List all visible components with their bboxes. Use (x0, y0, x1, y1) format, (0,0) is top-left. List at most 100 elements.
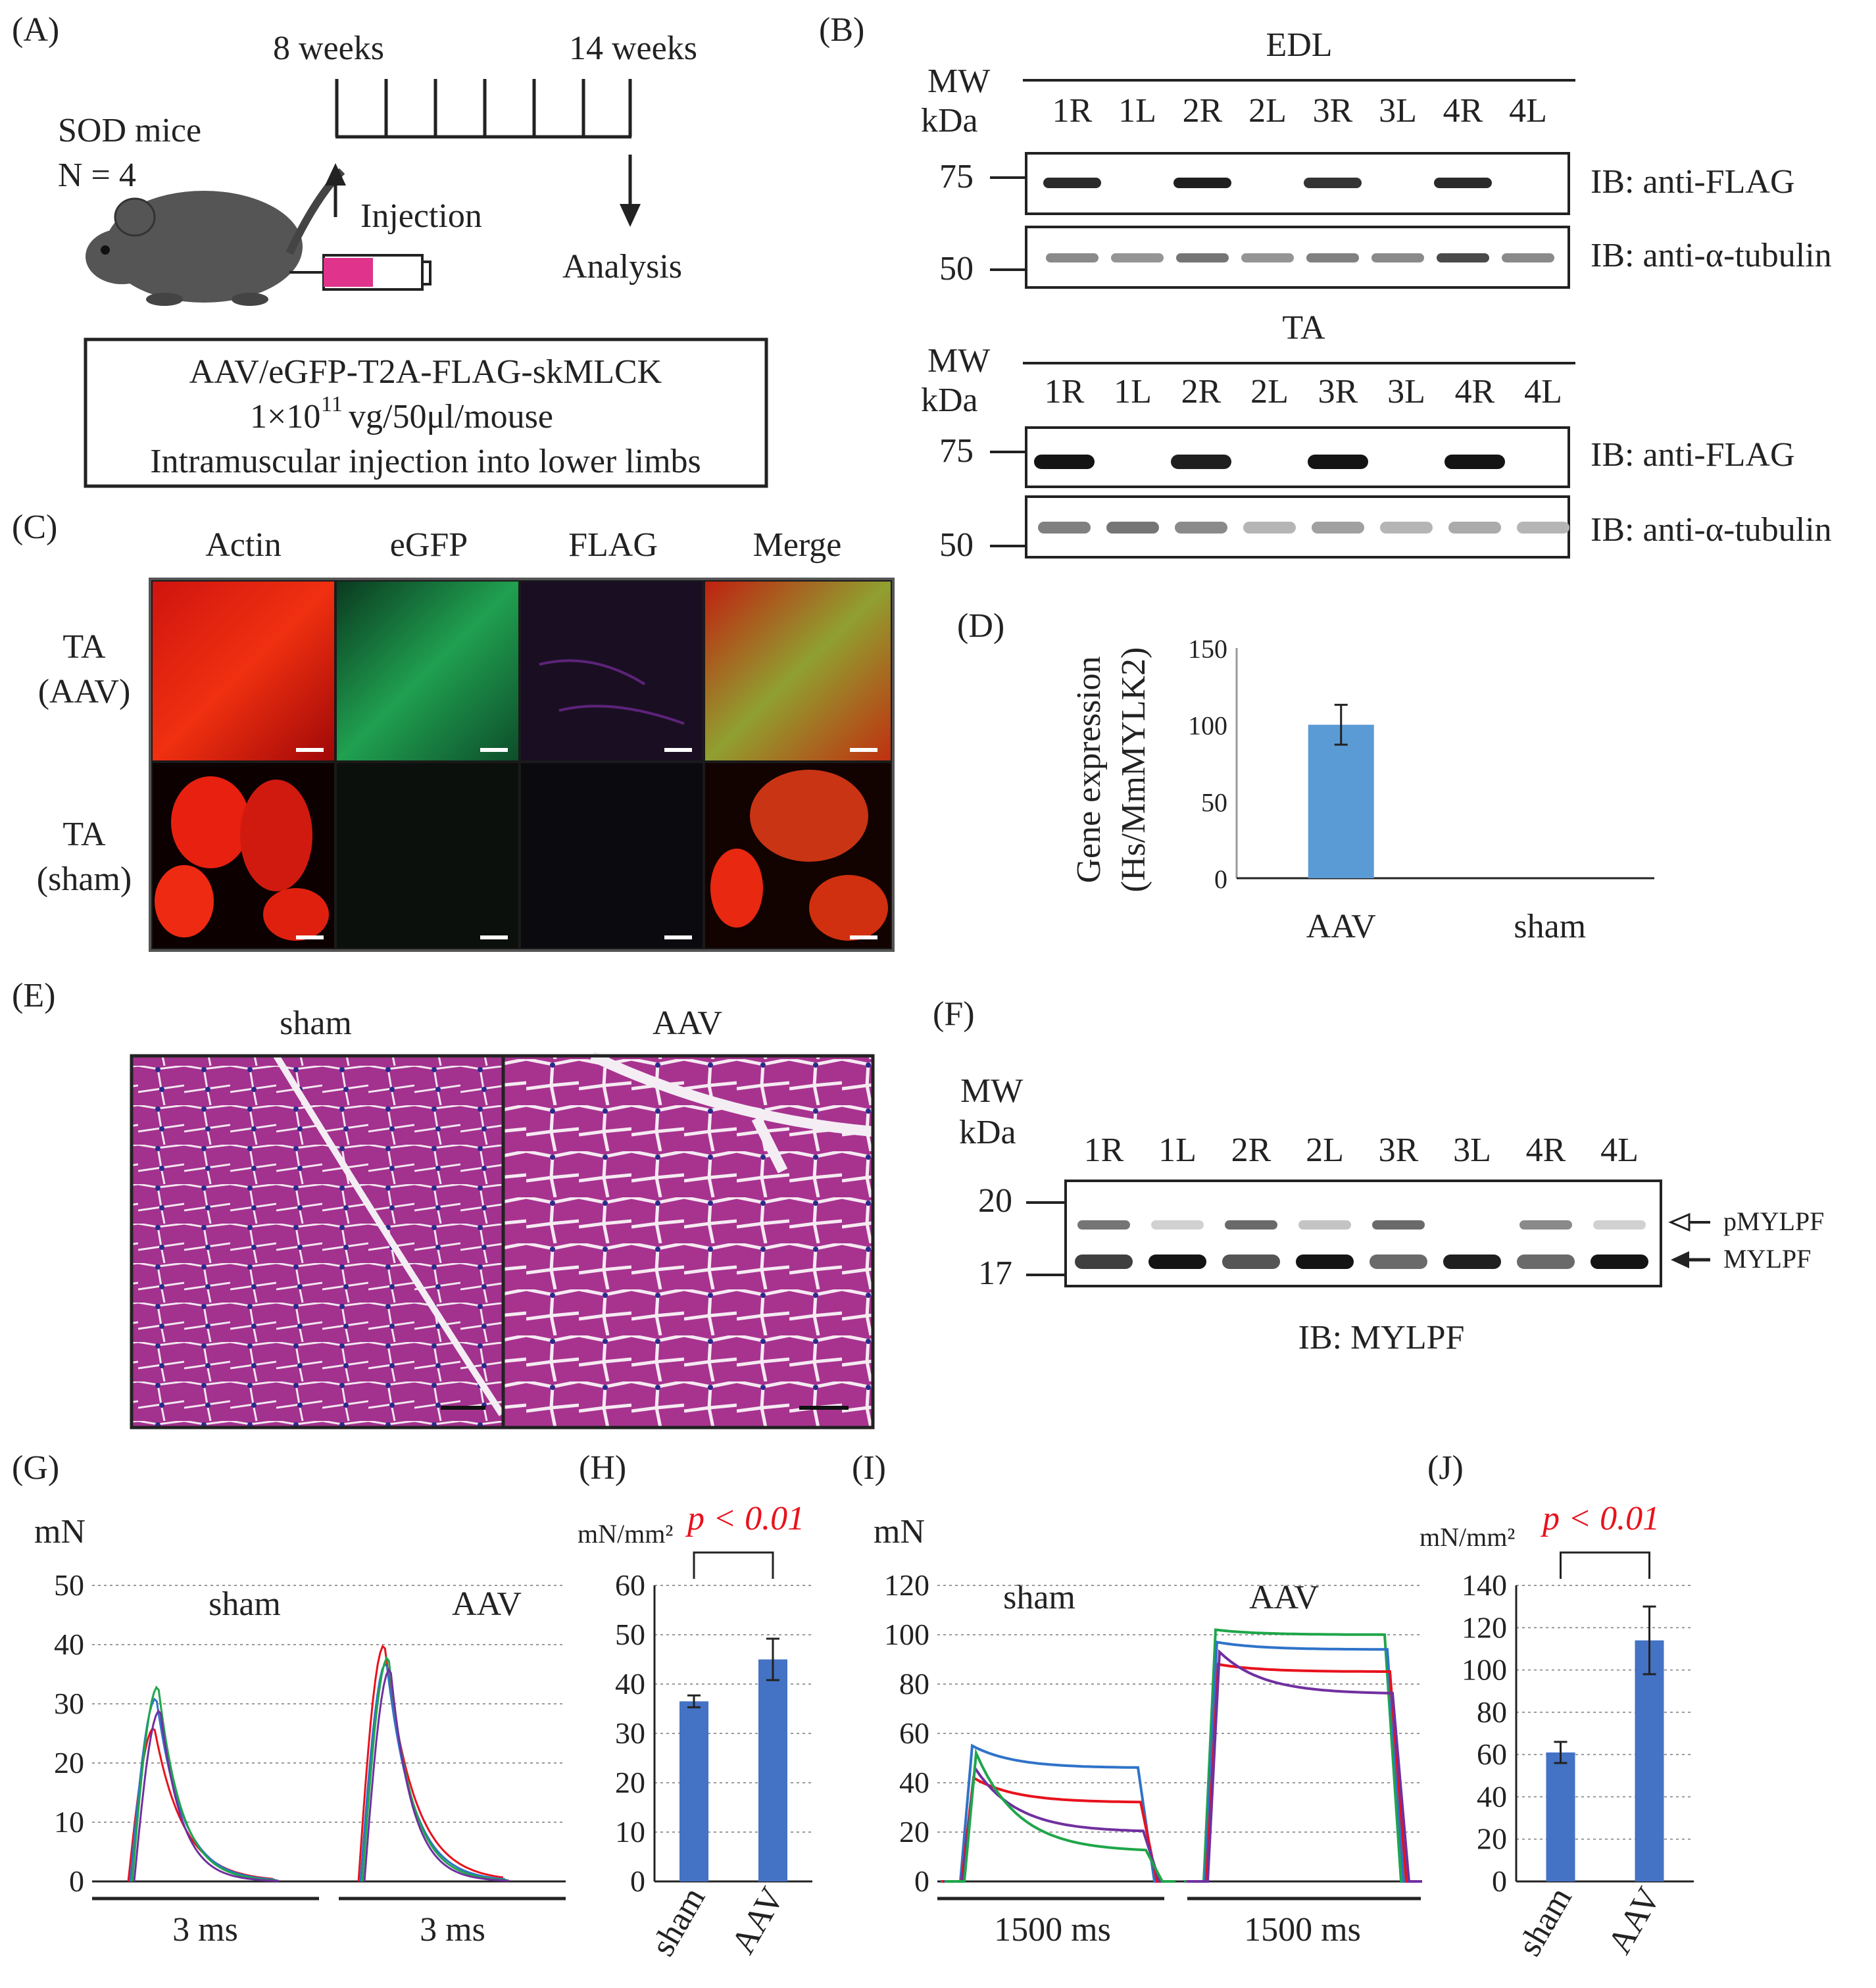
d-ylabel-1: Gene expression (1070, 656, 1108, 883)
y-tick-label: 0 (69, 1864, 84, 1898)
lane-labels-ta: 1R 1L 2R 2L 3R 3L 4R 4L (1045, 373, 1562, 410)
lane-label: 1L (1114, 373, 1152, 410)
y-tick-label: 140 (1462, 1568, 1507, 1602)
force-trace (943, 1764, 1173, 1883)
blot-band (1043, 178, 1101, 188)
panel-letter-e: (E) (12, 977, 55, 1014)
lane-label: 3L (1387, 373, 1425, 410)
force-trace (357, 1644, 504, 1882)
lane-label: 2L (1248, 92, 1287, 130)
category-label: AAV (1306, 908, 1376, 945)
blot-band (1225, 1220, 1277, 1230)
row-ta-aav-1: TA (62, 628, 106, 666)
blot-band (1304, 178, 1362, 188)
y-tick-label: 40 (1477, 1779, 1507, 1813)
kda-label-bottom: kDa (921, 382, 978, 419)
blot-band (1175, 522, 1227, 534)
y-tick-label: 40 (54, 1628, 84, 1661)
marker-75-bottom: 75 (939, 432, 974, 470)
blot-band (1243, 522, 1296, 534)
blot-band (1437, 253, 1489, 262)
panel-letter-f: (F) (933, 995, 975, 1033)
blot-band (1502, 253, 1554, 262)
y-tick-label: 120 (884, 1568, 929, 1602)
blot-band (1296, 1255, 1354, 1269)
y-tick-label: 0 (914, 1864, 929, 1898)
h-pvalue: p < 0.01 (685, 1500, 804, 1537)
j-pvalue: p < 0.01 (1540, 1500, 1660, 1537)
bar (679, 1701, 708, 1881)
f-ib-label: IB: MYLPF (1298, 1319, 1465, 1356)
y-tick-label: 40 (615, 1667, 645, 1701)
he-aav-image (505, 1056, 873, 1428)
y-tick-label: 80 (1477, 1695, 1507, 1729)
row-ta-sham-1: TA (62, 816, 106, 853)
lane-label: 4R (1443, 92, 1483, 130)
col-actin: Actin (205, 526, 282, 564)
chart-d: 0 50 100 150 AAV sham (1188, 634, 1654, 945)
bands-ta-tubulin (1038, 522, 1569, 534)
lane-label: 3R (1313, 92, 1353, 130)
he-aav-label: AAV (653, 1005, 722, 1042)
panel-letter-b: (B) (819, 11, 864, 49)
mouse-icon (86, 168, 345, 306)
chart-j: 0 20 40 60 80 100 120 140 sham AAV (1462, 1551, 1694, 1962)
f-mw: MW (960, 1072, 1023, 1110)
blot-band (1173, 178, 1231, 188)
y-tick-label: 20 (615, 1766, 645, 1799)
marker-75-top: 75 (939, 158, 974, 195)
ib-flag-top: IB: anti-FLAG (1591, 163, 1795, 201)
g-scale-2: 3 ms (420, 1911, 485, 1949)
lane-labels-f: 1R 1L 2R 2L 3R 3L 4R 4L (1084, 1131, 1639, 1169)
blot-band (1519, 1220, 1572, 1230)
force-trace (941, 1743, 1168, 1883)
bar (1546, 1752, 1575, 1881)
panel-c: (C) Actin eGFP FLAG Merge TA (AAV) TA (s… (12, 509, 895, 952)
f-marker-17: 17 (978, 1255, 1012, 1292)
blot-band (1380, 522, 1433, 534)
category-label: sham (644, 1881, 712, 1963)
mice-label: SOD mice (58, 112, 201, 149)
lane-label: 4R (1455, 373, 1495, 410)
y-tick-label: 50 (54, 1568, 84, 1602)
blot-band (1176, 253, 1229, 262)
protocol-line-2-post: vg/50μl/mouse (349, 398, 553, 435)
y-tick-label: 150 (1188, 634, 1227, 664)
lane-label: 1R (1045, 373, 1085, 410)
blot-band (1448, 522, 1501, 534)
y-tick-label: 60 (899, 1716, 929, 1750)
marker-50-bottom: 50 (939, 526, 974, 564)
force-trace (361, 1656, 508, 1882)
i-scale-2: 1500 ms (1244, 1911, 1361, 1949)
y-tick-label: 50 (1201, 787, 1227, 817)
panel-letter-h: (H) (579, 1449, 626, 1487)
y-tick-label: 60 (1477, 1737, 1507, 1771)
y-tick-label: 0 (1492, 1864, 1507, 1898)
lane-label: 2R (1181, 373, 1222, 410)
j-unit: mN/mm² (1419, 1522, 1515, 1552)
chart-h: 0 10 20 30 40 50 60 sham AAV (615, 1551, 812, 1963)
y-tick-label: 40 (899, 1766, 929, 1799)
significance-bracket (693, 1551, 774, 1579)
lane-label: 4L (1509, 92, 1547, 130)
lane-label: 2L (1250, 373, 1289, 410)
y-tick-label: 100 (1188, 711, 1227, 741)
analysis-arrow-icon (620, 155, 641, 227)
bar (1635, 1640, 1664, 1881)
lane-label: 1R (1052, 92, 1093, 130)
lane-label: 2R (1231, 1131, 1271, 1169)
injection-label: Injection (360, 197, 482, 235)
y-tick-label: 0 (1214, 864, 1227, 894)
panel-f: (F) MW kDa 1R 1L 2R 2L 3R 3L 4R 4L 20 17 pMYLPF… (933, 995, 1824, 1356)
lane-label: 2L (1306, 1131, 1344, 1169)
col-merge: Merge (753, 526, 842, 564)
lane-label: 3L (1379, 92, 1417, 130)
force-trace (133, 1709, 280, 1882)
n-label: N = 4 (58, 157, 136, 194)
panel-e: (E) sham AAV (12, 977, 875, 1429)
d-ylabel-2: (Hs/MmMYLK2) (1115, 647, 1152, 893)
kda-label-top: kDa (921, 102, 978, 139)
lane-label: 1L (1118, 92, 1156, 130)
i-scale-1: 1500 ms (994, 1911, 1111, 1949)
lane-label: 1R (1084, 1131, 1124, 1169)
